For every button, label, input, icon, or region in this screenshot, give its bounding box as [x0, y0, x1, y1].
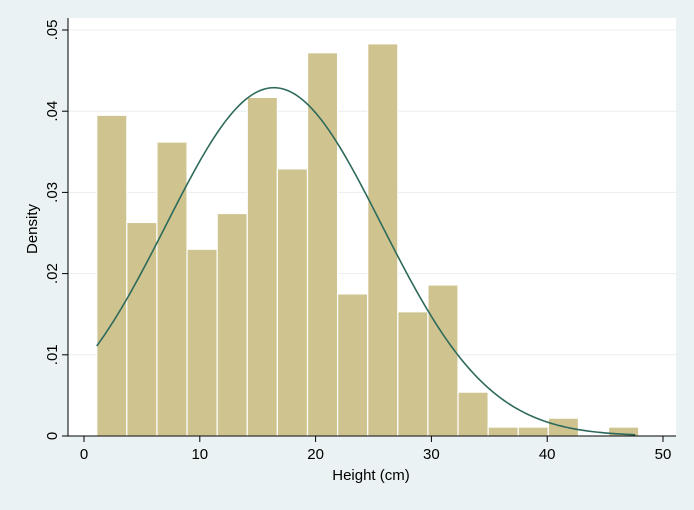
- normal-density-curve: [96, 86, 636, 436]
- axes: [67, 18, 676, 437]
- histogram-bars: [96, 43, 640, 437]
- histogram-bar: [367, 43, 399, 437]
- x-tick-label: 40: [539, 446, 556, 463]
- x-axis-label: Height (cm): [332, 467, 410, 484]
- y-tick-label: .02: [44, 263, 61, 284]
- y-tick-label: .05: [44, 20, 61, 41]
- histogram-bar: [457, 391, 489, 437]
- y-tick-label: .01: [44, 344, 61, 365]
- y-axis-label: Density: [24, 203, 41, 254]
- y-tick-label: .04: [44, 101, 61, 122]
- x-tick-label: 0: [80, 446, 88, 463]
- histogram-bar: [276, 168, 309, 437]
- histogram-bar: [487, 426, 519, 437]
- x-ticks: 0 10 20 30 40 50: [80, 436, 672, 463]
- histogram-bar: [96, 114, 128, 437]
- histogram-bar: [517, 426, 549, 437]
- histogram-bar: [216, 212, 248, 437]
- histogram-bar: [337, 293, 369, 437]
- histogram-bar: [306, 52, 339, 437]
- x-tick-label: 10: [191, 446, 208, 463]
- y-tick-label: 0: [44, 432, 61, 440]
- y-tick-label: .03: [44, 182, 61, 203]
- histogram-bar: [427, 284, 459, 437]
- histogram-bar: [186, 248, 218, 437]
- histogram-bar: [246, 96, 278, 437]
- y-ticks: 0 .01 .02 .03 .04 .05: [44, 20, 68, 440]
- x-tick-label: 20: [307, 446, 324, 463]
- x-tick-label: 30: [423, 446, 440, 463]
- histogram-bar: [156, 141, 188, 437]
- x-tick-label: 50: [655, 446, 672, 463]
- histogram-bar: [126, 221, 158, 437]
- histogram-bar: [397, 311, 429, 437]
